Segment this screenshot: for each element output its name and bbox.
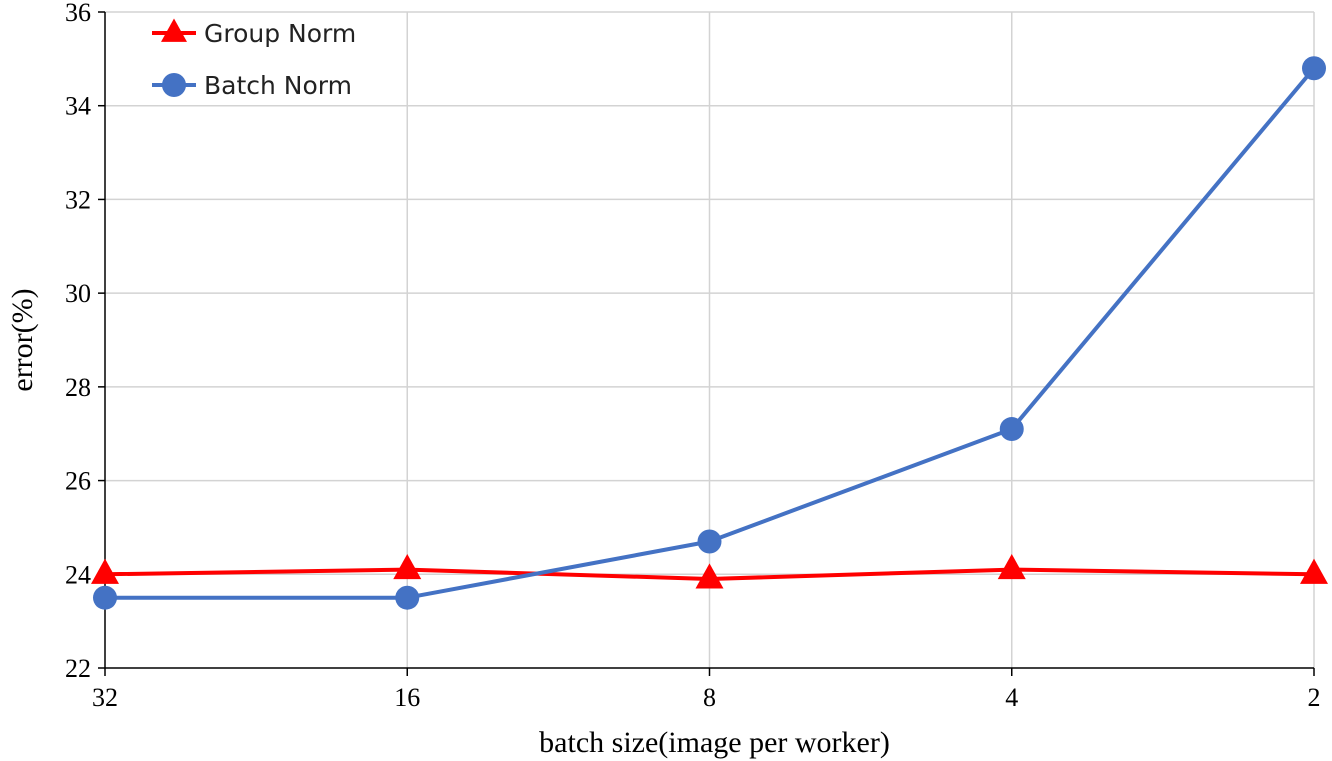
group-norm-point bbox=[695, 563, 724, 589]
x-tick-label: 16 bbox=[394, 683, 420, 712]
legend: Group Norm Batch Norm bbox=[152, 18, 356, 100]
group-norm-point bbox=[1300, 558, 1328, 584]
batch-norm-point bbox=[1302, 56, 1326, 81]
x-axis-title: batch size(image per worker) bbox=[539, 726, 890, 759]
legend-batch-norm-marker bbox=[162, 73, 186, 97]
y-tick-label: 22 bbox=[65, 654, 91, 683]
legend-group-norm-label: Group Norm bbox=[204, 19, 356, 48]
group-norm-point bbox=[393, 553, 422, 580]
batch-norm-point bbox=[395, 585, 420, 610]
y-tick-label: 24 bbox=[65, 560, 91, 589]
x-tick-label: 2 bbox=[1308, 683, 1321, 712]
x-tick-labels: 32 16 8 4 2 bbox=[92, 683, 1321, 712]
y-tick-label: 32 bbox=[65, 185, 91, 214]
batch-norm-point bbox=[999, 417, 1024, 442]
data-series bbox=[91, 56, 1328, 610]
y-tick-label: 36 bbox=[65, 0, 91, 27]
y-tick-label: 26 bbox=[65, 467, 91, 496]
x-tick-label: 8 bbox=[703, 683, 716, 712]
y-axis-title: error(%) bbox=[6, 288, 39, 391]
y-tick-labels: 22 24 26 28 30 32 34 36 bbox=[65, 0, 91, 683]
y-tick-label: 30 bbox=[65, 279, 91, 308]
x-tick-label: 4 bbox=[1005, 683, 1018, 712]
group-norm-point bbox=[91, 558, 119, 584]
y-tick-label: 28 bbox=[65, 373, 91, 402]
y-tick-label: 34 bbox=[65, 92, 91, 121]
batch-norm-point bbox=[93, 585, 117, 610]
gridlines bbox=[105, 11, 1315, 668]
legend-batch-norm-label: Batch Norm bbox=[204, 71, 352, 100]
batch-norm-point bbox=[697, 529, 722, 554]
legend-group-norm-marker bbox=[161, 18, 187, 42]
group-norm-point bbox=[997, 553, 1026, 580]
x-tick-label: 32 bbox=[92, 683, 118, 712]
